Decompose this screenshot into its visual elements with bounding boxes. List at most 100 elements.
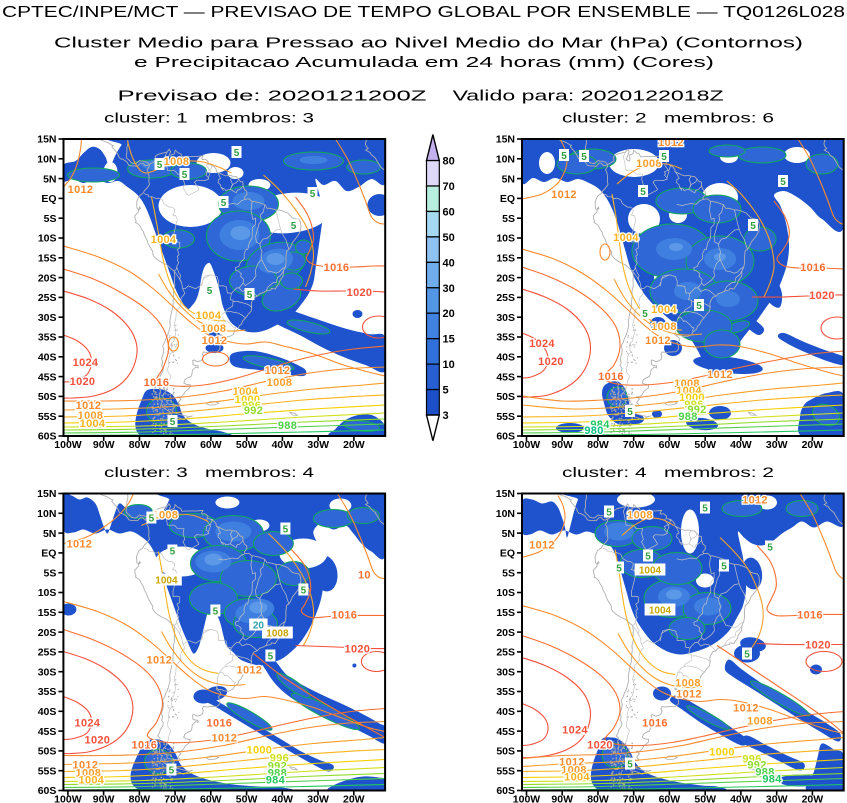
svg-text:1012: 1012	[676, 689, 702, 701]
svg-text:5: 5	[301, 586, 307, 597]
svg-text:5: 5	[661, 152, 667, 163]
svg-text:5S: 5S	[44, 213, 57, 225]
svg-text:1000: 1000	[709, 747, 735, 759]
svg-text:CPTEC/INPE/MCT — PREVISAO DE T: CPTEC/INPE/MCT — PREVISAO DE TEMPO GLOBA…	[2, 4, 845, 21]
svg-text:5: 5	[247, 290, 253, 301]
svg-text:1000: 1000	[235, 394, 261, 406]
svg-text:35S: 35S	[496, 686, 515, 698]
svg-text:20: 20	[253, 621, 265, 632]
svg-text:35S: 35S	[38, 686, 57, 698]
svg-text:1004: 1004	[196, 310, 222, 322]
svg-text:1012: 1012	[67, 539, 93, 551]
svg-text:5: 5	[157, 160, 163, 171]
svg-text:EQ: EQ	[500, 193, 515, 205]
svg-text:1008: 1008	[266, 629, 289, 640]
svg-text:1020: 1020	[809, 290, 835, 302]
svg-text:1016: 1016	[598, 371, 624, 383]
svg-text:30W: 30W	[766, 794, 788, 803]
svg-text:50S: 50S	[38, 746, 57, 758]
svg-text:20S: 20S	[496, 627, 515, 639]
svg-text:5: 5	[744, 650, 750, 661]
svg-text:20S: 20S	[38, 627, 57, 639]
svg-text:5: 5	[207, 286, 213, 297]
svg-text:35S: 35S	[38, 332, 57, 344]
svg-text:1016: 1016	[800, 262, 826, 274]
svg-text:60W: 60W	[200, 794, 222, 803]
svg-text:5: 5	[268, 652, 274, 663]
svg-text:1012: 1012	[212, 733, 238, 745]
svg-text:80W: 80W	[129, 439, 151, 451]
svg-text:1012: 1012	[551, 189, 577, 201]
svg-text:100W: 100W	[513, 439, 541, 451]
svg-text:5: 5	[616, 564, 622, 575]
svg-text:1024: 1024	[75, 718, 101, 730]
svg-text:40W: 40W	[272, 439, 294, 451]
svg-text:10S: 10S	[496, 233, 515, 245]
svg-text:55S: 55S	[496, 765, 515, 777]
svg-text:1004: 1004	[613, 232, 639, 244]
svg-text:5: 5	[291, 221, 297, 232]
svg-text:1004: 1004	[651, 304, 677, 316]
svg-text:1016: 1016	[797, 610, 823, 622]
svg-text:996: 996	[242, 400, 261, 412]
svg-text:70W: 70W	[164, 439, 186, 451]
svg-text:1016: 1016	[132, 740, 158, 752]
svg-text:1020: 1020	[345, 644, 371, 656]
svg-text:20W: 20W	[802, 439, 824, 451]
svg-text:50W: 50W	[694, 794, 716, 803]
svg-text:1000: 1000	[247, 745, 273, 757]
svg-text:1024: 1024	[529, 338, 555, 350]
svg-text:5: 5	[170, 547, 176, 558]
svg-text:EQ: EQ	[41, 193, 56, 205]
svg-text:55S: 55S	[38, 765, 57, 777]
svg-text:40W: 40W	[730, 439, 752, 451]
svg-text:25S: 25S	[38, 292, 57, 304]
svg-text:1008: 1008	[164, 156, 190, 168]
svg-text:1012: 1012	[742, 495, 768, 507]
svg-text:1000: 1000	[679, 392, 705, 404]
svg-text:980: 980	[584, 425, 603, 437]
svg-text:90W: 90W	[551, 439, 573, 451]
svg-text:996: 996	[270, 753, 289, 765]
svg-text:50S: 50S	[496, 391, 515, 403]
svg-text:25S: 25S	[38, 647, 57, 659]
svg-text:1012: 1012	[733, 703, 759, 715]
svg-text:5N: 5N	[502, 528, 515, 540]
svg-text:988: 988	[678, 411, 697, 423]
svg-text:40S: 40S	[496, 352, 515, 364]
svg-text:40S: 40S	[38, 352, 57, 364]
svg-text:984: 984	[266, 775, 286, 787]
svg-text:50S: 50S	[496, 746, 515, 758]
svg-text:Previsao de: 2020121200Z: Previsao de: 2020121200Z	[118, 88, 427, 105]
svg-text:50W: 50W	[694, 439, 716, 451]
svg-text:10N: 10N	[37, 154, 56, 166]
svg-text:992: 992	[244, 405, 263, 417]
svg-text:20S: 20S	[496, 272, 515, 284]
svg-text:45S: 45S	[496, 371, 515, 383]
svg-text:20: 20	[443, 308, 455, 320]
svg-text:1012: 1012	[202, 335, 228, 347]
svg-text:15S: 15S	[38, 253, 57, 265]
svg-text:996: 996	[684, 399, 703, 411]
svg-text:70W: 70W	[164, 794, 186, 803]
svg-text:1004: 1004	[649, 606, 672, 617]
svg-text:5: 5	[780, 177, 786, 188]
svg-text:1016: 1016	[324, 262, 350, 274]
svg-text:40: 40	[443, 257, 455, 269]
svg-text:1004: 1004	[676, 385, 702, 397]
svg-text:50W: 50W	[236, 794, 258, 803]
svg-text:90W: 90W	[93, 439, 115, 451]
svg-text:1016: 1016	[332, 610, 358, 622]
svg-text:5N: 5N	[43, 173, 56, 185]
svg-text:1020: 1020	[347, 287, 373, 299]
svg-text:40S: 40S	[38, 706, 57, 718]
svg-text:10S: 10S	[38, 233, 57, 245]
svg-text:1012: 1012	[68, 184, 94, 196]
svg-text:1020: 1020	[587, 740, 613, 752]
svg-text:5N: 5N	[502, 173, 515, 185]
svg-text:e Precipitacao Acumulada em 24: e Precipitacao Acumulada em 24 horas (mm…	[134, 54, 714, 71]
svg-text:984: 984	[762, 774, 782, 786]
svg-text:10N: 10N	[496, 508, 515, 520]
svg-text:1004: 1004	[564, 772, 590, 784]
svg-text:5S: 5S	[502, 567, 515, 579]
